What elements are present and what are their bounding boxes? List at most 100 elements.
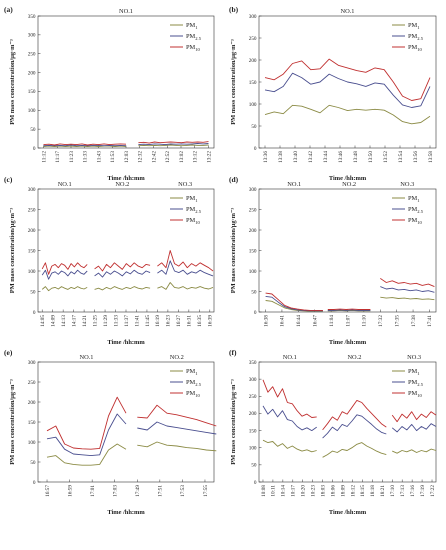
x-tick-label: 13:54 <box>398 151 404 163</box>
legend-label-PM25: PM2.5 <box>186 206 202 214</box>
series-line-PM10-seg1 <box>265 292 323 311</box>
y-tick-label: 150 <box>28 248 36 254</box>
y-tick-label: 100 <box>249 102 257 108</box>
x-tick-label: 10:11 <box>271 485 277 497</box>
panel-label: (a) <box>4 5 13 14</box>
y-tick-label: 300 <box>249 187 257 193</box>
y-axis-title: PM mass concentration/μg·m⁻³ <box>9 39 16 125</box>
series-line-PM1-seg2 <box>137 441 217 452</box>
legend-label-PM25: PM2.5 <box>186 33 202 41</box>
series-line-PM10-seg2 <box>322 399 387 431</box>
x-tick-label: 17:53 <box>180 485 186 497</box>
y-tick-label: 250 <box>28 380 36 386</box>
y-tick-label: 200 <box>28 228 36 234</box>
x-tick-label: 16:23 <box>166 315 172 327</box>
series-line-PM1-seg3 <box>157 282 214 290</box>
x-tick-label: 16:31 <box>187 315 193 327</box>
panel-label: (b) <box>229 5 239 14</box>
x-tick-label: 13:58 <box>428 151 434 163</box>
x-tick-label: 13:36 <box>263 151 269 163</box>
legend-label-PM1: PM1 <box>186 22 198 30</box>
x-axis-title: Time /hh:mm <box>329 509 367 516</box>
series-line-PM1-seg3 <box>392 448 437 454</box>
x-tick-label: 12:03 <box>124 151 130 163</box>
y-tick-label: 100 <box>28 108 36 114</box>
x-tick-label: 16:39 <box>208 315 214 327</box>
series-line-PM10-seg1 <box>262 379 317 418</box>
y-axis-title: PM mass concentration/μg·m⁻³ <box>9 208 16 294</box>
series-line-PM10-seg2 <box>137 404 217 427</box>
series-line-PM1-seg1 <box>264 104 431 125</box>
series-line-PM10-seg1 <box>41 262 88 275</box>
x-tick-label: 13:50 <box>368 151 374 163</box>
y-tick-label: 200 <box>249 411 257 417</box>
y-tick-label: 0 <box>33 480 36 486</box>
panel-f: (f) 0 50 100 150 200 250 300 350 10:08 10:11 10:14 1… <box>229 348 437 516</box>
x-tick-label: 12:42 <box>151 151 157 163</box>
x-axis-title: Time /hh:mm <box>107 175 145 182</box>
series-line-PM1-seg1 <box>262 439 317 453</box>
series-line-PM10-seg2 <box>138 141 209 144</box>
x-tick-label: 17:03 <box>113 485 119 497</box>
y-tick-label: 50 <box>251 124 257 130</box>
x-tick-label: 13:48 <box>353 151 359 163</box>
y-tick-label: 0 <box>33 146 36 152</box>
segment-label: NO.2 <box>115 181 129 188</box>
series-line-PM25-seg1 <box>41 269 88 280</box>
x-tick-label: 18:12 <box>350 485 356 497</box>
x-tick-label: 14:17 <box>71 315 77 327</box>
legend-label-PM25: PM2.5 <box>408 206 424 214</box>
x-tick-label: 11:41 <box>134 315 140 327</box>
x-tick-label: 11:12 <box>41 151 47 163</box>
series-line-PM25-seg1 <box>264 72 431 108</box>
plot-frame <box>258 361 437 483</box>
y-tick-label: 150 <box>249 248 257 254</box>
y-tick-label: 200 <box>249 58 257 64</box>
legend-label-PM1: PM1 <box>186 368 198 376</box>
y-tick-label: 250 <box>249 394 257 400</box>
series-line-PM25-seg3 <box>157 260 214 277</box>
segment-label: NO.1 <box>283 354 297 361</box>
legend-label-PM25: PM2.5 <box>186 379 202 387</box>
y-tick-label: 150 <box>28 89 36 95</box>
y-tick-label: 50 <box>251 289 257 295</box>
x-axis-title: Time /hh:mm <box>107 509 145 516</box>
x-tick-label: 16:27 <box>176 315 182 327</box>
y-tick-label: 300 <box>28 360 36 366</box>
x-tick-label: 17:16 <box>410 485 416 497</box>
legend-label-PM10: PM10 <box>408 390 423 398</box>
legend-label-PM25: PM2.5 <box>408 33 424 41</box>
x-tick-label: 17:32 <box>378 315 384 327</box>
x-tick-label: 17:41 <box>427 315 433 327</box>
x-tick-label: 13:42 <box>308 151 314 163</box>
series-line-PM10-seg3 <box>380 278 435 288</box>
panel-label: (f) <box>229 348 237 357</box>
series-line-PM25-seg1 <box>43 144 127 147</box>
x-tick-label: 14:09 <box>50 315 56 327</box>
x-tick-label: 17:55 <box>203 485 209 497</box>
series-line-PM1-seg2 <box>322 442 387 458</box>
series-line-PM1-seg2 <box>138 144 209 147</box>
x-tick-label: 17:51 <box>158 485 164 497</box>
x-tick-label: 16:35 <box>197 315 203 327</box>
x-axis-title: Time /hh:mm <box>329 175 367 182</box>
x-tick-label: 17:13 <box>400 485 406 497</box>
x-tick-label: 11:37 <box>124 315 130 327</box>
x-axis-title: Time /hh:mm <box>107 339 145 346</box>
legend-label-PM1: PM1 <box>408 22 420 30</box>
x-tick-label: 16:19 <box>155 315 161 327</box>
y-tick-label: 200 <box>28 400 36 406</box>
y-tick-label: 0 <box>33 310 36 316</box>
y-tick-label: 50 <box>30 289 36 295</box>
x-tick-label: 13:44 <box>323 151 329 163</box>
segment-label: NO.1 <box>58 181 72 188</box>
x-tick-label: 10:17 <box>291 485 297 497</box>
series-line-PM25-seg2 <box>137 421 217 435</box>
x-tick-label: 16:44 <box>296 315 302 327</box>
panel-b: (b) 0 50 100 150 200 250 300 13:36 13:38 13:40 13:4… <box>229 5 437 182</box>
y-tick-label: 100 <box>28 440 36 446</box>
x-tick-label: 10:20 <box>301 485 307 497</box>
series-line-PM25-seg2 <box>327 309 371 311</box>
x-tick-label: 13:46 <box>338 151 344 163</box>
